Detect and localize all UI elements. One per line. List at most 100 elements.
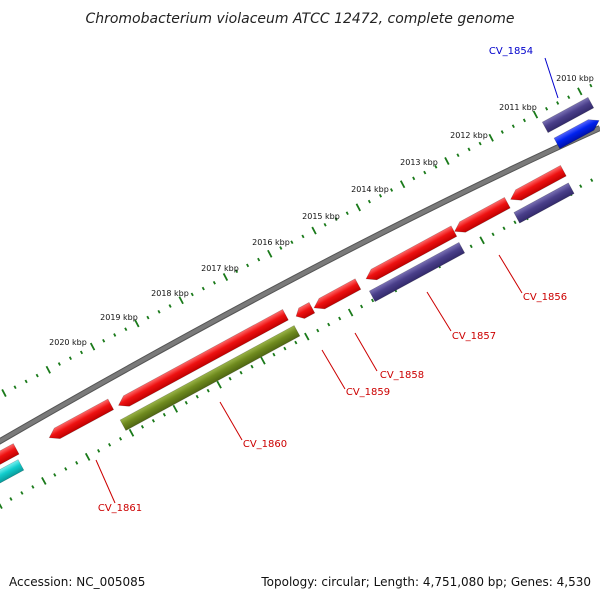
tick-label: 2014 kbp: [351, 185, 389, 194]
tick-mark: [24, 379, 28, 384]
genome-backbone: [0, 126, 600, 444]
tick-mark: [338, 316, 342, 321]
tick-mark: [206, 388, 210, 393]
gene-label: CV_1858: [380, 370, 424, 381]
tick-mark: [45, 365, 51, 374]
tick-mark: [0, 503, 3, 509]
tick-label: 2012 kbp: [450, 131, 488, 140]
tick-mark: [31, 485, 35, 489]
gene-cv1857-navy-body: [368, 241, 466, 303]
tick-mark: [201, 286, 205, 291]
tick-mark: [589, 83, 593, 88]
tick-mark: [57, 362, 61, 366]
tick-mark: [102, 338, 106, 343]
tick-mark: [20, 491, 24, 495]
tick-mark: [195, 394, 199, 399]
tick-mark: [360, 304, 364, 309]
gene-cv1856: [454, 197, 511, 233]
tick-mark: [412, 176, 416, 181]
tick-label: 2017 kbp: [201, 264, 239, 273]
gene-label: CV_1859: [346, 387, 390, 398]
tick-mark: [456, 153, 460, 158]
tick-mark: [184, 400, 188, 405]
gene-cv1860: [118, 308, 289, 407]
tick-mark: [267, 249, 273, 258]
map-title: Chromobacterium violaceum ATCC 12472, co…: [85, 11, 514, 27]
tick-mark: [488, 133, 494, 142]
tick-mark: [162, 412, 166, 417]
tick-mark: [239, 370, 243, 375]
gene-cv1854: [553, 119, 600, 150]
gene-leader-line: [426, 291, 452, 332]
tick-mark: [301, 234, 305, 239]
tick-mark: [327, 322, 331, 327]
tick-mark: [190, 292, 194, 297]
tick-mark: [97, 449, 101, 453]
gene-cv1856-body: [454, 197, 511, 233]
gene-leader-line: [95, 459, 116, 504]
tick-mark: [9, 497, 13, 501]
tick-mark: [260, 356, 266, 365]
tick-mark: [304, 332, 310, 341]
tick-mark: [68, 356, 72, 361]
gene-cv1858-body: [313, 278, 362, 310]
gene-cv1860-body: [118, 308, 289, 407]
tick-mark: [545, 106, 549, 111]
tick-mark: [294, 340, 298, 345]
tick-mark: [1, 389, 7, 397]
tick-mark: [532, 110, 539, 119]
tick-mark: [579, 184, 583, 189]
inner-tick-track: [0, 178, 594, 509]
tick-mark: [577, 87, 583, 96]
gene-leader-line: [498, 254, 523, 294]
tick-mark: [279, 246, 283, 250]
tick-mark: [590, 178, 594, 183]
tick-mark: [124, 327, 128, 332]
tick-mark: [479, 236, 485, 245]
tick-mark: [522, 118, 526, 123]
gene-leader-line: [321, 349, 346, 390]
tick-mark: [502, 226, 506, 231]
tick-mark: [13, 385, 17, 390]
tick-mark: [399, 180, 406, 189]
backbone-shadow: [0, 125, 600, 445]
outer-tick-track: [1, 83, 593, 397]
tick-mark: [216, 380, 222, 389]
tick-mark: [157, 309, 161, 314]
tick-mark: [345, 211, 349, 216]
map-tracks: 2010 kbp 2011 kbp 2012 kbp 2013 kbp 2014 kbp…: [0, 46, 600, 514]
tick-mark: [257, 257, 261, 262]
tick-mark: [168, 304, 172, 308]
tick-mark: [378, 193, 383, 198]
tick-mark: [434, 164, 438, 169]
tick-mark: [64, 467, 68, 471]
tick-mark: [128, 428, 135, 437]
gene-label: CV_1861: [98, 503, 142, 514]
gene-cv1854-navy: [541, 96, 595, 134]
tick-mark: [334, 217, 338, 221]
tick-mark: [84, 452, 91, 461]
tick-mark: [178, 296, 184, 305]
gene-cv1856-navy-body: [513, 182, 575, 224]
tick-mark: [478, 141, 482, 146]
tick-mark: [222, 273, 229, 281]
tick-mark: [35, 373, 39, 378]
gene-left-red: [0, 443, 20, 469]
gene-cv1857-body: [365, 225, 458, 281]
tick-mark: [556, 101, 560, 105]
tick-mark: [355, 203, 361, 212]
tick-mark: [500, 130, 504, 134]
gene-cv1857: [365, 225, 458, 281]
gene-cv1857-navy: [368, 241, 466, 303]
gene-cv1861: [48, 398, 115, 439]
gene-cv1860-olive: [119, 325, 301, 431]
tick-label: 2019 kbp: [100, 313, 138, 322]
accession-text: Accession: NC_005085: [9, 575, 145, 589]
tick-mark: [113, 333, 117, 337]
tick-mark: [290, 240, 294, 245]
tick-mark: [469, 244, 473, 249]
tick-mark: [316, 328, 320, 333]
gene-label: CV_1856: [523, 292, 567, 303]
tick-mark: [390, 188, 394, 192]
tick-mark: [444, 157, 450, 165]
